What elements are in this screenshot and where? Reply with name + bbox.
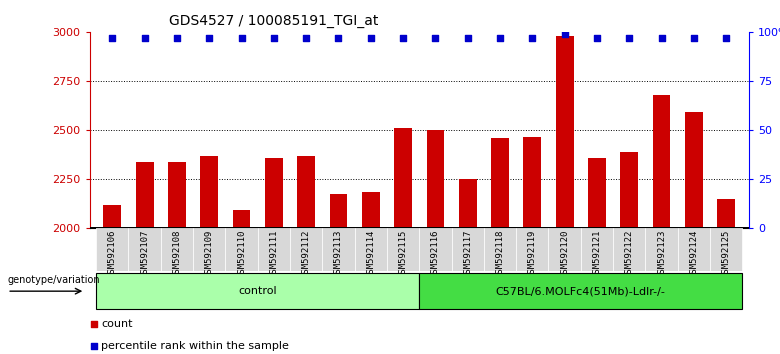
Bar	[678, 227, 710, 271]
Text: GSM592107: GSM592107	[140, 230, 149, 279]
Bar	[297, 156, 315, 228]
Bar	[581, 227, 613, 271]
Text: percentile rank within the sample: percentile rank within the sample	[101, 341, 289, 350]
Point	[720, 35, 732, 41]
Text: GSM592125: GSM592125	[722, 230, 731, 279]
Point	[360, 59, 373, 65]
Text: GSM592121: GSM592121	[593, 230, 601, 279]
Bar	[548, 227, 581, 271]
Text: GSM592116: GSM592116	[431, 230, 440, 279]
Text: C57BL/6.MOLFc4(51Mb)-Ldlr-/-: C57BL/6.MOLFc4(51Mb)-Ldlr-/-	[496, 286, 666, 296]
Point	[558, 31, 571, 37]
Bar	[588, 158, 606, 228]
Point	[688, 35, 700, 41]
Bar	[104, 205, 121, 228]
Text: GSM592110: GSM592110	[237, 230, 246, 279]
Bar	[257, 227, 290, 271]
Text: control: control	[239, 286, 277, 296]
Bar	[265, 158, 282, 228]
Bar	[491, 138, 509, 228]
Point	[623, 35, 636, 41]
Bar	[330, 194, 347, 228]
Point	[300, 35, 313, 41]
Text: GSM592119: GSM592119	[528, 230, 537, 279]
Bar	[710, 227, 743, 271]
Point	[236, 35, 248, 41]
Bar	[653, 95, 671, 228]
Bar	[685, 113, 703, 228]
Text: GSM592118: GSM592118	[495, 230, 505, 279]
Bar	[459, 179, 477, 228]
Text: GSM592113: GSM592113	[334, 230, 343, 279]
Point	[332, 35, 345, 41]
Bar	[387, 227, 420, 271]
Point	[397, 35, 410, 41]
Text: GSM592124: GSM592124	[690, 230, 698, 279]
Bar	[556, 36, 573, 228]
Point	[203, 35, 215, 41]
Bar	[427, 130, 445, 228]
Text: GSM592111: GSM592111	[269, 230, 278, 279]
Bar	[322, 227, 355, 271]
Bar	[362, 192, 380, 228]
Bar	[718, 199, 735, 228]
Bar	[161, 227, 193, 271]
Text: GSM592117: GSM592117	[463, 230, 472, 279]
Bar	[200, 156, 218, 228]
Text: GSM592114: GSM592114	[367, 230, 375, 279]
Bar	[136, 161, 154, 228]
Point	[590, 35, 603, 41]
Bar	[420, 273, 743, 309]
Text: GDS4527 / 100085191_TGI_at: GDS4527 / 100085191_TGI_at	[168, 14, 378, 28]
Text: GSM592108: GSM592108	[172, 230, 182, 279]
Text: GSM592106: GSM592106	[108, 230, 117, 279]
Text: genotype/variation: genotype/variation	[7, 275, 100, 285]
Point	[106, 35, 119, 41]
Point	[364, 35, 377, 41]
Text: GSM592120: GSM592120	[560, 230, 569, 279]
Bar	[516, 227, 548, 271]
Bar	[420, 227, 452, 271]
Bar	[523, 137, 541, 228]
Text: GSM592123: GSM592123	[657, 230, 666, 279]
Point	[360, 253, 373, 258]
Text: GSM592115: GSM592115	[399, 230, 408, 279]
Point	[462, 35, 474, 41]
Bar	[193, 227, 225, 271]
Text: GSM592112: GSM592112	[302, 230, 310, 279]
Text: GSM592122: GSM592122	[625, 230, 634, 279]
Bar	[620, 152, 638, 228]
Point	[655, 35, 668, 41]
Bar	[452, 227, 484, 271]
Bar	[645, 227, 678, 271]
Bar	[484, 227, 516, 271]
Bar	[225, 227, 257, 271]
Bar	[290, 227, 322, 271]
Text: count: count	[101, 319, 133, 329]
Point	[268, 35, 280, 41]
Bar	[394, 128, 412, 228]
Bar	[96, 227, 129, 271]
Point	[138, 35, 151, 41]
Bar	[96, 273, 420, 309]
Point	[171, 35, 183, 41]
Bar	[355, 227, 387, 271]
Point	[429, 35, 441, 41]
Bar	[129, 227, 161, 271]
Point	[526, 35, 538, 41]
Text: GSM592109: GSM592109	[204, 230, 214, 279]
Bar	[613, 227, 645, 271]
Point	[494, 35, 506, 41]
Bar	[168, 161, 186, 228]
Bar	[232, 210, 250, 228]
